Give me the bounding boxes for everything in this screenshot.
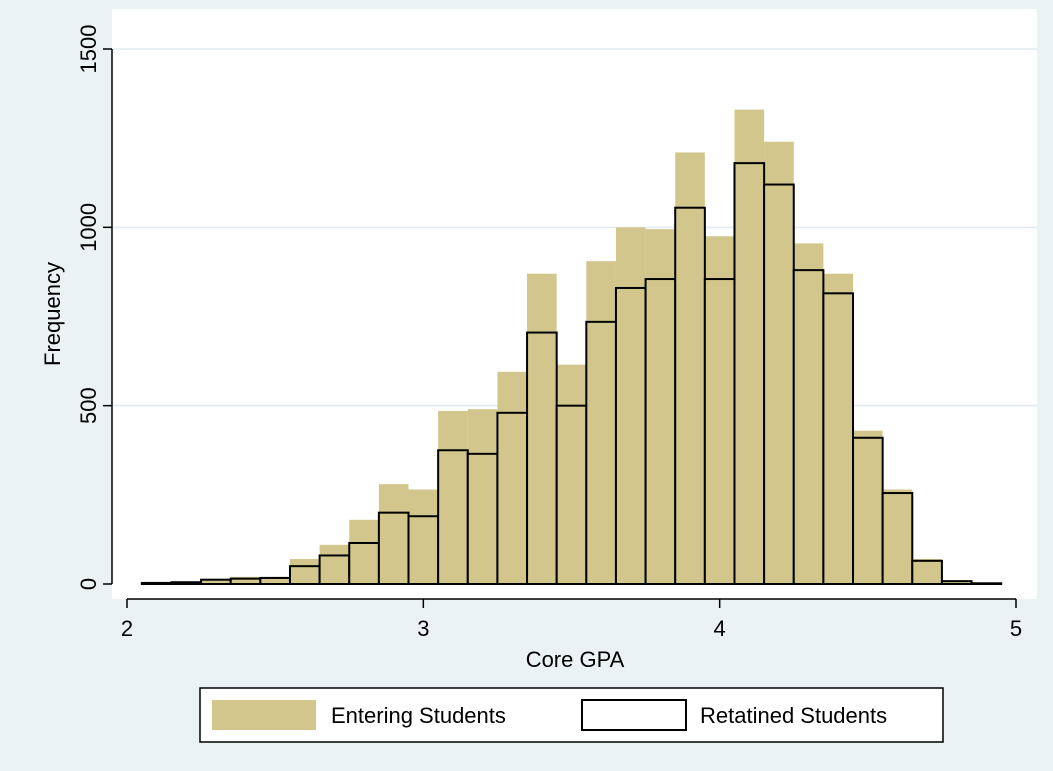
retained-bar bbox=[170, 581, 203, 586]
retained-bar bbox=[318, 554, 351, 586]
retained-bar bbox=[585, 320, 617, 585]
x-tick-label: 2 bbox=[121, 616, 133, 641]
retained-bar bbox=[229, 577, 262, 586]
retained-bar bbox=[763, 183, 795, 586]
x-tick-label: 5 bbox=[1010, 616, 1022, 641]
y-tick-label: 0 bbox=[76, 578, 101, 590]
y-axis-title: Frequency bbox=[40, 262, 65, 366]
retained-bar bbox=[200, 578, 232, 585]
retained-bar bbox=[407, 515, 440, 586]
retained-bar bbox=[674, 206, 706, 585]
retained-bar bbox=[822, 292, 855, 585]
retained-bar bbox=[466, 452, 499, 586]
retained-bar bbox=[614, 286, 647, 585]
retained-bar bbox=[852, 436, 884, 585]
retained-bar bbox=[644, 278, 677, 585]
legend-label-retained: Retatined Students bbox=[700, 703, 887, 728]
y-tick-label: 500 bbox=[76, 387, 101, 424]
legend-swatch-entering bbox=[212, 700, 316, 730]
x-tick-label: 3 bbox=[417, 616, 429, 641]
retained-bar bbox=[555, 404, 588, 585]
retained-bar bbox=[703, 278, 736, 585]
retained-bar bbox=[881, 492, 914, 585]
retained-bar bbox=[970, 582, 1003, 586]
legend: Entering Students Retatined Students bbox=[199, 687, 944, 743]
y-axis: 0 500 1000 1500 bbox=[76, 25, 113, 590]
retained-students-bars bbox=[140, 162, 1003, 586]
x-tick-label: 4 bbox=[714, 616, 726, 641]
retained-bar bbox=[496, 411, 529, 585]
legend-swatch-retained bbox=[581, 699, 687, 731]
retained-bar bbox=[733, 162, 766, 585]
retained-bar bbox=[377, 511, 410, 586]
legend-label-entering: Entering Students bbox=[331, 703, 506, 728]
legend-box bbox=[199, 687, 944, 743]
retained-bar bbox=[348, 541, 380, 586]
retained-bar bbox=[288, 565, 321, 586]
retained-bar bbox=[792, 269, 825, 585]
y-tick-label: 1500 bbox=[76, 25, 101, 74]
x-axis-title: Core GPA bbox=[526, 647, 625, 672]
retained-bar bbox=[140, 581, 173, 585]
retained-bar bbox=[259, 576, 291, 585]
y-tick-label: 1000 bbox=[76, 203, 101, 252]
retained-bar bbox=[911, 559, 943, 585]
retained-bar bbox=[940, 580, 973, 586]
x-axis: 2 3 4 5 bbox=[121, 598, 1022, 641]
retained-bar bbox=[437, 449, 469, 585]
retained-bar bbox=[526, 331, 558, 585]
